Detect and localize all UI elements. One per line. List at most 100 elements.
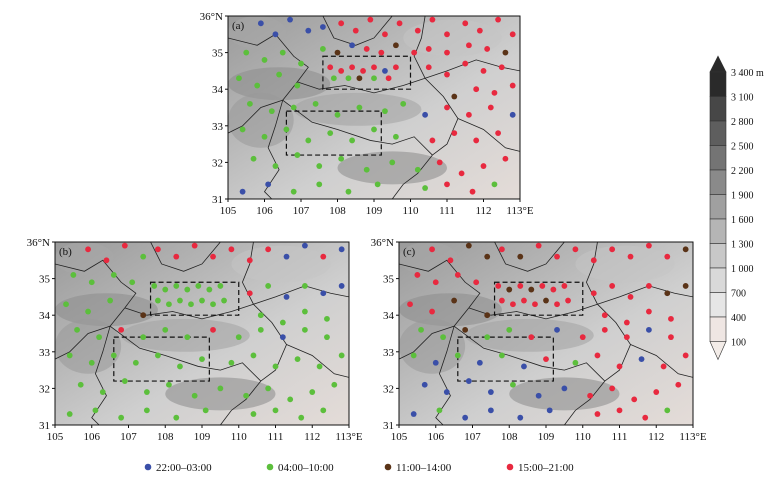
station-dot <box>646 308 652 315</box>
station-dot <box>166 381 172 388</box>
station-dot <box>261 57 268 63</box>
station-dot <box>279 49 286 56</box>
lat-tick-label: 33 <box>39 347 51 359</box>
lon-tick-label: 113°E <box>506 205 533 217</box>
colorbar-label: 1 900 <box>731 191 754 202</box>
station-dot <box>495 283 502 289</box>
station-dot <box>382 68 388 74</box>
station-dot <box>210 301 216 308</box>
station-dot <box>521 363 527 370</box>
station-dot <box>510 301 516 308</box>
station-dot <box>305 27 312 34</box>
lon-tick-label: 109 <box>538 431 555 443</box>
station-dot <box>155 352 161 359</box>
station-dot <box>444 71 450 78</box>
legend-label: 11:00–14:00 <box>396 462 452 474</box>
station-dot <box>320 24 326 30</box>
station-dot <box>429 137 436 144</box>
station-dot <box>294 356 301 363</box>
station-dot <box>246 290 253 297</box>
legend-label: 15:00–21:00 <box>518 462 574 474</box>
station-dot <box>217 385 224 392</box>
station-dot <box>462 60 469 67</box>
station-dot <box>66 411 73 417</box>
station-dot <box>290 104 297 111</box>
station-dot <box>118 326 125 333</box>
station-dot <box>509 31 516 38</box>
legend-marker <box>384 463 392 471</box>
colorbar-segment <box>709 194 727 220</box>
station-dot <box>103 257 110 264</box>
lon-tick-label: 111 <box>439 205 455 217</box>
lon-tick-label: 113°E <box>335 431 362 443</box>
station-dot <box>316 181 323 188</box>
station-dot <box>425 64 432 71</box>
station-dot <box>173 283 180 289</box>
station-dot <box>499 297 505 304</box>
station-dot <box>389 159 396 166</box>
station-dot <box>356 104 363 111</box>
station-dot <box>327 64 334 71</box>
station-dot <box>272 407 279 414</box>
station-dot <box>491 89 498 96</box>
station-dot <box>587 392 593 399</box>
station-dot <box>77 381 84 388</box>
lon-tick-label: 110 <box>231 431 248 443</box>
station-dot <box>349 137 355 144</box>
station-dot <box>345 75 352 82</box>
station-dot <box>422 111 428 118</box>
station-dot <box>188 301 194 308</box>
station-dot <box>363 166 370 173</box>
colorbar-label: 2 800 <box>731 117 754 128</box>
lon-tick-label: 112 <box>648 431 664 443</box>
station-dot <box>473 137 480 144</box>
station-dot <box>243 392 250 399</box>
station-dot <box>664 290 671 297</box>
terrain-a <box>228 16 520 199</box>
lat-tick-label: 35 <box>383 274 395 286</box>
station-dot <box>155 246 161 253</box>
station-dot <box>382 108 388 115</box>
station-dot <box>561 385 568 392</box>
station-dot <box>294 82 301 89</box>
legend: 22:00–03:00 04:00–10:00 11:00–14:00 15:00–2… <box>144 462 574 474</box>
station-dot <box>132 359 139 366</box>
station-dot <box>480 68 487 74</box>
station-dot <box>316 363 323 370</box>
station-dot <box>444 181 450 188</box>
station-dot <box>283 253 290 260</box>
station-dot <box>498 64 505 71</box>
station-dot <box>247 100 253 107</box>
station-dot <box>616 363 623 370</box>
colorbar-segment <box>709 292 727 318</box>
station-dot <box>246 257 253 264</box>
station-dot <box>272 31 279 38</box>
station-dot <box>290 188 297 195</box>
station-dot <box>294 152 301 158</box>
lat-tick-label: 36°N <box>27 237 50 249</box>
station-dot <box>627 294 634 300</box>
station-dot <box>444 49 450 56</box>
station-dot <box>371 64 377 71</box>
station-dot <box>228 359 235 366</box>
station-dot <box>484 312 491 319</box>
station-dot <box>509 82 516 89</box>
station-dot <box>217 283 224 289</box>
terrain-c <box>399 242 693 425</box>
station-dot <box>543 356 549 363</box>
station-dot <box>668 334 674 341</box>
station-dot <box>484 46 491 52</box>
colorbar-bottom-arrow <box>709 341 727 361</box>
lon-tick-label: 107 <box>464 431 481 443</box>
station-dot <box>349 42 355 49</box>
station-dot <box>623 319 630 326</box>
station-dot <box>546 407 553 414</box>
station-dot <box>465 378 472 384</box>
station-dot <box>609 385 616 392</box>
station-dot <box>268 108 275 115</box>
colorbar-segment <box>709 316 727 342</box>
station-dot <box>465 242 472 249</box>
station-dot <box>601 312 608 319</box>
